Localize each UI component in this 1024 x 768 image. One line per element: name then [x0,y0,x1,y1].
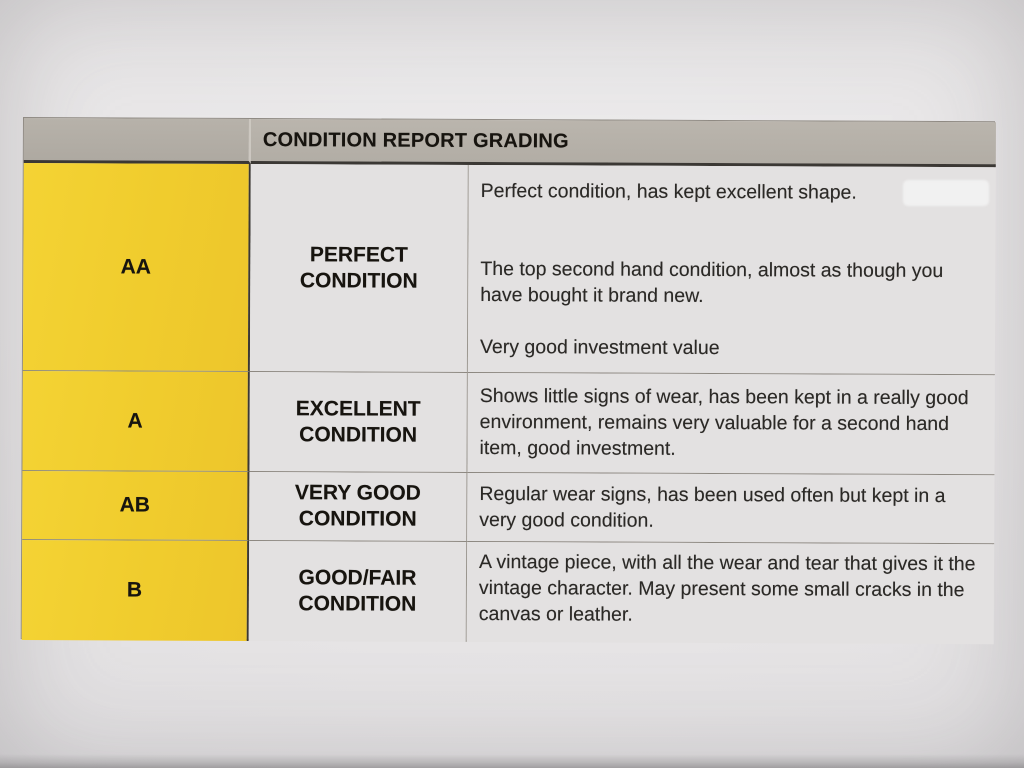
description-cell-aa: Perfect condition, has kept excellent sh… [467,164,996,376]
grade-label: AB [119,493,151,517]
description-paragraph: A vintage piece, with all the wear and t… [478,550,976,626]
condition-cell-excellent: EXCELLENT CONDITION [249,371,468,473]
condition-cell-good-fair: GOOD/FAIR CONDITION [248,540,468,642]
description-paragraph: Very good investment value [479,335,720,360]
description-paragraph: Perfect condition, has kept excellent sh… [480,179,857,204]
grade-label: B [126,578,143,602]
condition-label: PERFECT CONDITION [299,242,418,293]
grade-label: AA [120,254,152,279]
description-paragraph: Shows little signs of wear, has been kep… [479,384,969,460]
grade-label: A [127,408,143,433]
description-cell-ab: Regular wear signs, has been used often … [467,472,995,545]
condition-label: EXCELLENT CONDITION [295,396,421,447]
table-title: CONDITION REPORT GRADING [250,118,996,168]
condition-grading-table: CONDITION REPORT GRADING AA PERFECT COND… [20,117,996,645]
description-paragraph: Regular wear signs, has been used often … [479,482,946,532]
table-title-text: CONDITION REPORT GRADING [262,128,569,152]
condition-cell-perfect: PERFECT CONDITION [249,163,469,373]
grade-cell-ab: AB [22,471,250,541]
description-cell-b: A vintage piece, with all the wear and t… [466,541,995,645]
description-cell-a: Shows little signs of wear, has been kep… [467,372,995,476]
grade-cell-aa: AA [22,163,251,372]
grade-cell-a: A [22,371,250,472]
header-grade-cell [23,118,251,164]
description-paragraph: The top second hand condition, almost as… [480,257,944,307]
condition-label: GOOD/FAIR CONDITION [298,566,417,616]
condition-label: VERY GOOD CONDITION [294,481,421,531]
condition-cell-very-good: VERY GOOD CONDITION [249,471,468,542]
grade-cell-b: B [21,540,250,641]
